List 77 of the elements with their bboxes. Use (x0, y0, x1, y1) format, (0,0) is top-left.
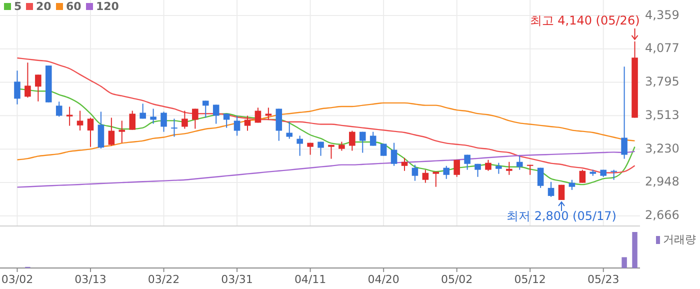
candlestick (254, 107, 262, 124)
candlestick (537, 167, 544, 188)
y-tick-label: 4,359 (645, 8, 680, 22)
candlestick (318, 141, 324, 156)
candlestick (140, 103, 146, 120)
candlestick (296, 135, 303, 156)
legend-label: 60 (66, 0, 82, 14)
line-series (16, 102, 636, 160)
x-tick-label: 03/31 (221, 273, 253, 286)
candlestick (328, 144, 334, 160)
x-tick-label: 05/23 (588, 273, 620, 286)
candlestick (244, 115, 251, 132)
candlestick (485, 159, 492, 172)
x-tick-label: 03/13 (74, 273, 106, 286)
x-tick-label: 05/02 (440, 273, 473, 286)
candlestick (359, 131, 366, 154)
candlestick (464, 154, 470, 170)
candlestick (380, 143, 387, 156)
candlestick (443, 165, 450, 180)
x-tick-label: 04/20 (368, 273, 400, 286)
candlestick (182, 110, 188, 130)
candlestick (35, 74, 42, 102)
legend-label: 거래량 (663, 233, 696, 246)
candlestick (516, 155, 523, 170)
candlestick (506, 161, 512, 176)
candlestick (454, 159, 460, 178)
candlestick (621, 66, 628, 160)
candlestick (286, 121, 293, 140)
candlestick (234, 115, 240, 136)
candlestick (56, 101, 62, 118)
legend-label: 5 (14, 0, 22, 14)
y-tick-label: 3,513 (645, 108, 680, 122)
candlestick (24, 62, 31, 98)
candlestick (548, 181, 554, 198)
candlestick (474, 163, 481, 178)
candlestick (349, 130, 356, 152)
line-series (16, 57, 636, 174)
candlestick (558, 184, 565, 200)
candlestick (390, 142, 398, 166)
candlestick (579, 169, 586, 184)
candlestick (150, 108, 156, 124)
annotation: 최고 4,140 (05/26) (530, 13, 640, 28)
candlestick (265, 107, 272, 120)
candlestick (370, 131, 376, 146)
annotation: 최저 2,800 (05/17) (506, 208, 616, 223)
candlestick (14, 70, 20, 105)
y-tick-label: 3,230 (645, 141, 680, 156)
legend-label: 120 (96, 0, 120, 14)
candlestick (223, 113, 230, 128)
candlestick (568, 179, 576, 190)
candlestick (192, 108, 198, 130)
candlestick (108, 117, 115, 146)
y-tick-label: 4,077 (645, 41, 680, 56)
legend-label: 20 (36, 0, 52, 14)
y-tick-label: 3,795 (645, 74, 680, 89)
candlestick (171, 118, 178, 138)
candlestick (118, 120, 126, 144)
x-tick-label: 03/22 (148, 273, 180, 286)
candlestick (610, 169, 617, 180)
x-tick-label: 05/12 (514, 273, 546, 286)
candlestick (202, 100, 209, 118)
candlestick (276, 108, 282, 142)
x-tick-label: 04/11 (294, 273, 326, 286)
candlestick (129, 110, 136, 130)
candlestick (432, 171, 440, 188)
candlestick (160, 111, 167, 132)
candlestick (76, 110, 84, 132)
candlestick (422, 169, 429, 184)
y-tick-label: 2,666 (645, 208, 680, 222)
candlestick (401, 157, 408, 172)
candlestick (412, 164, 418, 182)
candlestick (496, 162, 502, 174)
y-tick-label: 2,948 (645, 174, 680, 189)
candlestick (98, 111, 104, 149)
candlestick (212, 104, 220, 124)
x-tick-label: 03/02 (1, 273, 34, 286)
candlestick (87, 117, 94, 148)
